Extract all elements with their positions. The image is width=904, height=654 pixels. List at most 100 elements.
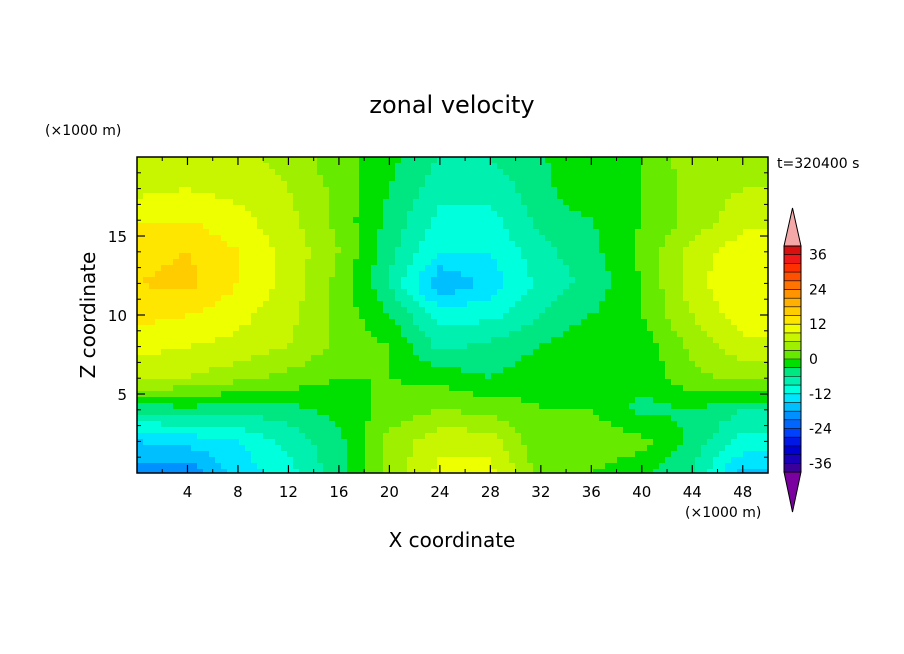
field-cell: [527, 193, 534, 200]
field-cell: [371, 337, 378, 344]
field-cell: [383, 307, 390, 314]
field-cell: [173, 265, 180, 272]
field-cell: [593, 427, 600, 434]
field-cell: [743, 343, 750, 350]
field-cell: [341, 259, 348, 266]
field-cell: [659, 301, 666, 308]
field-cell: [587, 283, 594, 290]
field-cell: [473, 205, 480, 212]
field-cell: [587, 343, 594, 350]
field-cell: [173, 307, 180, 314]
field-cell: [293, 427, 300, 434]
field-cell: [395, 319, 402, 326]
field-cell: [527, 205, 534, 212]
field-cell: [257, 301, 264, 308]
field-cell: [347, 337, 354, 344]
field-cell: [185, 193, 192, 200]
field-cell: [341, 349, 348, 356]
field-cell: [461, 397, 468, 404]
field-cell: [365, 301, 372, 308]
field-cell: [161, 433, 168, 440]
field-cell: [731, 163, 738, 170]
field-cell: [275, 205, 282, 212]
field-cell: [221, 403, 228, 410]
field-cell: [197, 283, 204, 290]
field-cell: [215, 187, 222, 194]
field-cell: [551, 205, 558, 212]
field-cell: [137, 295, 144, 302]
field-cell: [659, 193, 666, 200]
field-cell: [173, 253, 180, 260]
field-cell: [251, 157, 258, 164]
field-cell: [593, 235, 600, 242]
field-cell: [431, 289, 438, 296]
field-cell: [551, 349, 558, 356]
field-cell: [761, 229, 768, 236]
field-cell: [593, 361, 600, 368]
field-cell: [239, 271, 246, 278]
field-cell: [221, 313, 228, 320]
field-cell: [233, 229, 240, 236]
field-cell: [617, 331, 624, 338]
field-cell: [365, 253, 372, 260]
field-cell: [503, 433, 510, 440]
field-cell: [227, 187, 234, 194]
field-cell: [209, 277, 216, 284]
field-cell: [629, 397, 636, 404]
field-cell: [497, 343, 504, 350]
field-cell: [365, 319, 372, 326]
field-cell: [383, 277, 390, 284]
field-cell: [203, 163, 210, 170]
field-cell: [449, 283, 456, 290]
field-cell: [665, 433, 672, 440]
field-cell: [155, 211, 162, 218]
field-cell: [707, 325, 714, 332]
field-cell: [191, 241, 198, 248]
field-cell: [329, 211, 336, 218]
field-cell: [239, 337, 246, 344]
field-cell: [233, 433, 240, 440]
field-cell: [515, 349, 522, 356]
field-cell: [545, 337, 552, 344]
field-cell: [389, 427, 396, 434]
field-cell: [413, 319, 420, 326]
field-cell: [299, 217, 306, 224]
field-cell: [311, 187, 318, 194]
field-cell: [761, 271, 768, 278]
field-cell: [359, 253, 366, 260]
field-cell: [695, 337, 702, 344]
field-cell: [713, 247, 720, 254]
field-cell: [587, 403, 594, 410]
field-cell: [461, 337, 468, 344]
field-cell: [569, 367, 576, 374]
field-cell: [629, 163, 636, 170]
field-cell: [707, 235, 714, 242]
field-cell: [569, 307, 576, 314]
field-cell: [281, 217, 288, 224]
field-cell: [383, 295, 390, 302]
field-cell: [713, 229, 720, 236]
field-cell: [293, 325, 300, 332]
field-cell: [323, 211, 330, 218]
field-cell: [425, 175, 432, 182]
field-cell: [713, 289, 720, 296]
field-cell: [185, 169, 192, 176]
field-cell: [755, 319, 762, 326]
field-cell: [581, 175, 588, 182]
field-cell: [611, 295, 618, 302]
field-cell: [581, 265, 588, 272]
field-cell: [161, 229, 168, 236]
field-cell: [305, 349, 312, 356]
field-cell: [449, 223, 456, 230]
field-cell: [641, 193, 648, 200]
field-cell: [281, 385, 288, 392]
field-cell: [197, 421, 204, 428]
field-cell: [287, 223, 294, 230]
field-cell: [725, 175, 732, 182]
field-cell: [455, 253, 462, 260]
field-cell: [347, 181, 354, 188]
field-cell: [473, 373, 480, 380]
field-cell: [335, 175, 342, 182]
field-cell: [605, 307, 612, 314]
field-cell: [341, 421, 348, 428]
